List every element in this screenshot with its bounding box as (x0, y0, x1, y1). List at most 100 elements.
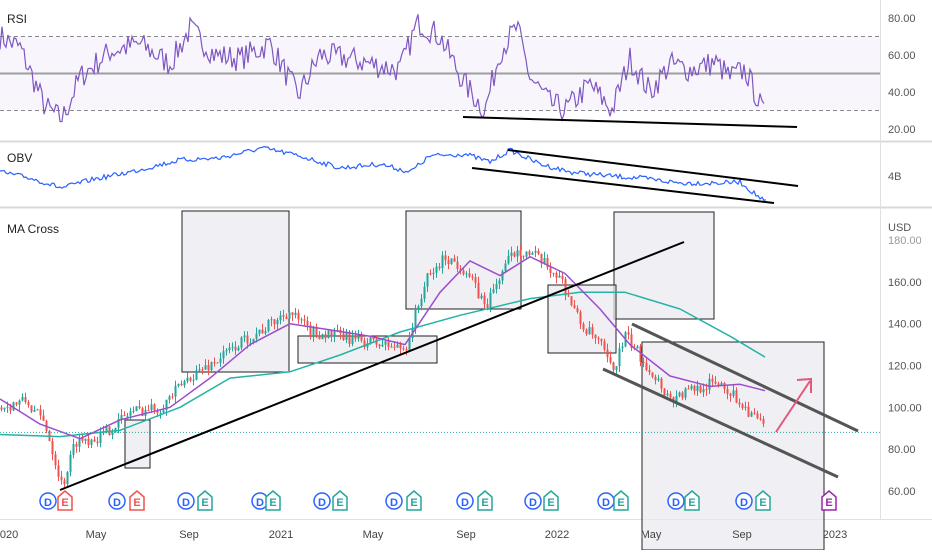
event-badge-label: D (113, 497, 121, 509)
candle-body (129, 411, 132, 416)
dividend-badge[interactable]: D (597, 492, 615, 510)
earnings-badge[interactable]: E (57, 490, 73, 511)
candle-body (294, 312, 297, 316)
candle-body (354, 335, 357, 339)
dividend-badge[interactable]: D (177, 492, 195, 510)
dividend-badge[interactable]: D (667, 492, 685, 510)
candles[interactable] (0, 244, 765, 487)
projection-arrow[interactable] (775, 380, 811, 433)
dividend-badge[interactable]: D (385, 492, 403, 510)
obv-line[interactable] (0, 145, 767, 201)
earnings-badge-shape (57, 490, 73, 511)
candle-body (537, 250, 540, 254)
candle-body (255, 333, 258, 339)
candle-body (498, 280, 501, 284)
candle-body (297, 312, 300, 320)
event-badge-label: E (825, 497, 832, 509)
price-y-tick: 80.00 (888, 444, 916, 456)
candle-body (468, 273, 471, 277)
candle-body (30, 405, 33, 412)
obv-pane[interactable] (0, 145, 767, 201)
event-badge-label: D (44, 497, 52, 509)
earnings-badge[interactable]: E (543, 490, 559, 511)
candle-body (684, 388, 687, 398)
candle-body (495, 283, 498, 290)
rsi-y-tick: 40.00 (888, 87, 916, 99)
earnings-badge-shape (543, 490, 559, 511)
earnings-badge[interactable]: E (332, 490, 348, 511)
drawings[interactable] (59, 116, 859, 491)
candle-body (456, 261, 459, 269)
candle-body (159, 412, 162, 414)
channel-top-line[interactable] (631, 322, 859, 433)
dividend-badge[interactable]: D (313, 492, 331, 510)
candle-body (75, 443, 78, 447)
ascending-trendline[interactable] (59, 241, 685, 491)
earnings-upcoming-badge[interactable]: E (821, 490, 837, 511)
earnings-badge[interactable]: E (129, 490, 145, 511)
candle-body (648, 369, 651, 373)
earnings-badge[interactable]: E (684, 490, 700, 511)
candle-body (489, 292, 492, 308)
candle-body (744, 406, 747, 408)
dividend-badge[interactable]: D (456, 492, 474, 510)
candle-body (645, 362, 648, 370)
earnings-badge[interactable]: E (406, 490, 422, 511)
candle-body (315, 326, 318, 336)
candle-body (171, 396, 174, 398)
candle-body (720, 383, 723, 386)
candle-body (507, 255, 510, 264)
candle-body (222, 351, 225, 359)
event-badge-label: E (133, 497, 140, 509)
earnings-badge[interactable]: E (613, 490, 629, 511)
candle-body (474, 277, 477, 283)
candle-body (99, 432, 102, 444)
slow-ma-line[interactable] (0, 291, 766, 438)
dividend-badge[interactable]: D (524, 492, 542, 510)
channel-bottom-line[interactable] (602, 367, 839, 479)
candle-body (666, 393, 669, 396)
earnings-badge[interactable]: E (755, 490, 771, 511)
candle-body (669, 393, 672, 398)
rsi-line[interactable] (0, 14, 765, 123)
candle-body (732, 390, 735, 396)
dividend-badge-circle (667, 492, 685, 510)
candle-body (270, 319, 273, 321)
candle-body (438, 266, 441, 269)
earnings-badge[interactable]: E (265, 490, 281, 511)
dividend-badge[interactable]: D (108, 492, 126, 510)
dividend-badge[interactable]: D (39, 492, 57, 510)
candle-body (198, 369, 201, 371)
earnings-badge[interactable]: E (477, 490, 493, 511)
dividend-badge[interactable]: D (735, 492, 753, 510)
x-axis-label: May (86, 529, 107, 541)
dividend-badge[interactable]: D (251, 492, 269, 510)
earnings-badge[interactable]: E (197, 490, 213, 511)
candle-body (264, 331, 267, 334)
candle-body (3, 407, 6, 410)
candle-body (543, 257, 546, 264)
box-2022-mid[interactable] (613, 211, 715, 320)
obv-channel-bottom[interactable] (471, 167, 775, 204)
candle-body (396, 344, 399, 348)
candle-body (219, 358, 222, 363)
candle-body (711, 378, 714, 382)
candle-body (759, 418, 762, 420)
candle-body (762, 419, 765, 424)
candle-body (621, 346, 624, 349)
candle-body (84, 438, 87, 441)
candle-body (189, 377, 192, 381)
box-2021-peak[interactable] (405, 210, 522, 310)
rsi-pane[interactable] (0, 14, 880, 123)
candle-body (402, 348, 405, 350)
obv-channel-top[interactable] (507, 149, 799, 187)
candle-body (417, 306, 420, 310)
event-badge-label: D (602, 497, 610, 509)
candle-body (192, 379, 195, 381)
rsi-trendline[interactable] (462, 116, 798, 128)
fast-ma-line[interactable] (0, 255, 766, 440)
candle-body (504, 263, 507, 272)
candle-body (405, 349, 408, 351)
